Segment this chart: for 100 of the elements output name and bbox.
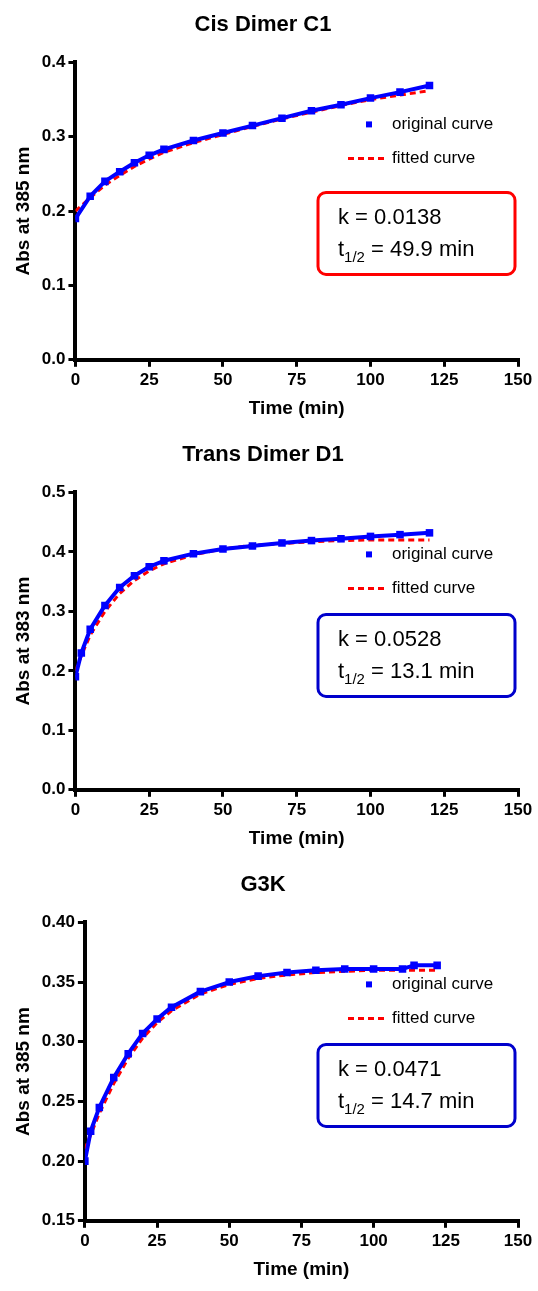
x-tick-label: 75 — [287, 369, 307, 389]
x-tick-label: 100 — [359, 1230, 388, 1250]
point — [153, 1015, 161, 1023]
point — [396, 88, 404, 96]
point — [115, 583, 124, 592]
point — [410, 961, 418, 970]
legend-label: fitted curve — [392, 1008, 476, 1028]
x-tick-label: 50 — [213, 799, 233, 819]
legend-label: fitted curve — [392, 148, 476, 168]
y-tick-label: 0.2 — [41, 200, 66, 220]
point — [340, 965, 349, 973]
point — [160, 145, 168, 154]
y-tick-label: 0.0 — [41, 349, 66, 369]
x-tick-label: 75 — [287, 799, 307, 819]
point — [337, 535, 345, 543]
annotation: k = 0.0528 — [338, 626, 442, 652]
legend-label: fitted curve — [392, 578, 476, 598]
x-tick-label: 150 — [503, 369, 533, 389]
point — [189, 549, 198, 558]
y-axis-title: Abs at 385 nm — [11, 146, 33, 276]
point — [225, 978, 234, 986]
x-tick-label: 125 — [431, 1230, 460, 1250]
legend-label: original curve — [392, 544, 494, 564]
y-tick-label: 0.0 — [41, 779, 66, 799]
x-tick-label: 150 — [503, 799, 533, 819]
x-tick-label: 125 — [430, 799, 459, 819]
point — [337, 101, 345, 109]
point — [86, 192, 94, 200]
point — [196, 987, 205, 996]
annotation: k = 0.0471 — [338, 1056, 442, 1082]
x-axis-title: Time (min) — [253, 1257, 350, 1279]
point — [369, 965, 378, 973]
chart-title: G3K — [240, 871, 286, 897]
point — [160, 557, 168, 565]
chart-title: Cis Dimer C1 — [194, 11, 332, 37]
point — [101, 177, 109, 186]
x-tick-label: 25 — [139, 799, 159, 819]
point — [366, 94, 375, 102]
y-tick-label: 0.15 — [41, 1210, 75, 1230]
point — [145, 151, 153, 160]
point — [248, 121, 257, 130]
point — [167, 1003, 176, 1011]
y-tick-label: 0.20 — [41, 1150, 75, 1170]
point — [219, 129, 227, 137]
y-axis-title: Abs at 385 nm — [11, 1007, 33, 1137]
y-tick-label: 0.35 — [41, 971, 75, 991]
x-tick-label: 100 — [356, 369, 385, 389]
point — [425, 529, 434, 537]
y-tick-label: 0.25 — [41, 1091, 75, 1111]
y-tick-label: 0.5 — [41, 482, 66, 502]
point — [101, 601, 109, 610]
y-tick-label: 0.2 — [41, 660, 66, 680]
x-tick-label: 125 — [430, 369, 459, 389]
x-tick-label: 0 — [70, 799, 81, 819]
y-axis-title: Abs at 383 nm — [11, 576, 33, 706]
point — [248, 542, 257, 550]
point — [95, 1103, 104, 1112]
y-tick-label: 0.4 — [41, 541, 66, 561]
x-tick-label: 0 — [70, 369, 81, 389]
x-tick-label: 0 — [80, 1230, 90, 1250]
point — [86, 1127, 95, 1136]
point — [130, 571, 139, 580]
point — [145, 562, 153, 571]
point — [86, 625, 94, 633]
y-tick-label: 0.1 — [41, 720, 66, 740]
point — [312, 966, 320, 974]
point — [254, 972, 262, 980]
x-axis-title: Time (min) — [248, 396, 345, 418]
point — [109, 1073, 118, 1082]
x-tick-label: 100 — [356, 799, 385, 819]
point — [77, 649, 86, 657]
point — [307, 536, 316, 545]
point — [138, 1029, 147, 1038]
point — [283, 968, 291, 977]
y-tick-label: 0.3 — [41, 601, 66, 621]
point — [278, 114, 286, 122]
y-tick-label: 0.3 — [41, 126, 66, 146]
legend-label: original curve — [392, 974, 494, 994]
point — [366, 532, 375, 541]
point — [398, 965, 407, 973]
point — [278, 539, 286, 547]
annotation: k = 0.0138 — [338, 204, 442, 230]
x-axis-title: Time (min) — [248, 826, 345, 848]
x-tick-label: 25 — [147, 1230, 167, 1250]
y-tick-label: 0.1 — [41, 275, 66, 295]
y-tick-label: 0.30 — [41, 1031, 75, 1051]
point — [189, 136, 198, 145]
x-tick-label: 25 — [139, 369, 159, 389]
legend-label: original curve — [392, 114, 494, 134]
x-tick-label: 50 — [213, 369, 233, 389]
y-tick-label: 0.4 — [41, 52, 66, 72]
point — [396, 530, 404, 539]
point — [130, 159, 139, 167]
point — [433, 961, 441, 970]
y-tick-label: 0.40 — [41, 912, 75, 932]
x-tick-label: 50 — [219, 1230, 239, 1250]
point — [307, 106, 316, 115]
point — [425, 81, 434, 90]
point — [124, 1049, 132, 1058]
x-tick-label: 75 — [291, 1230, 311, 1250]
